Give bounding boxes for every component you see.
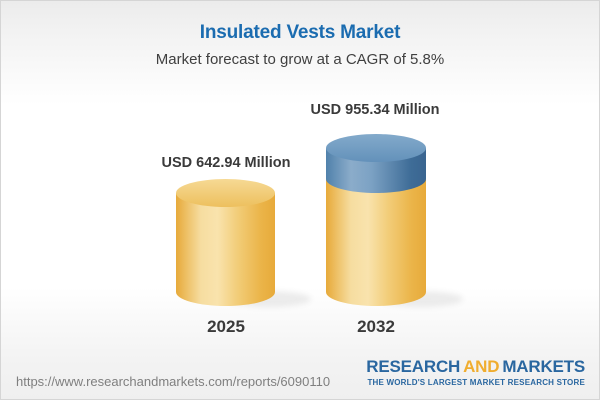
chart-subtitle: Market forecast to grow at a CAGR of 5.8…	[155, 51, 445, 68]
research-and-markets-logo: RESEARCH AND MARKETS THE WORLD'S LARGEST M…	[366, 358, 585, 387]
logo-word-research: RESEARCH	[366, 357, 461, 376]
bar-2032-base-segment	[326, 179, 426, 306]
category-label-2032: 2032	[357, 317, 395, 336]
logo-wordmark: RESEARCH AND MARKETS	[366, 358, 585, 375]
logo-word-and: AND	[463, 357, 500, 376]
bar-2025-top	[176, 179, 275, 207]
logo-word-markets: MARKETS	[502, 357, 585, 376]
bar-2025-body	[176, 193, 275, 306]
chart-title: Insulated Vests Market	[199, 22, 401, 43]
bar-2032-top	[326, 134, 426, 162]
bar-2032	[326, 134, 426, 306]
report-url: https://www.researchandmarkets.com/repor…	[16, 374, 331, 389]
bar-2025	[176, 179, 275, 306]
value-label-2032: USD 955.34 Million	[310, 102, 440, 118]
category-label-2025: 2025	[207, 317, 245, 336]
value-label-2025: USD 642.94 Million	[161, 155, 291, 171]
logo-tagline: THE WORLD'S LARGEST MARKET RESEARCH STOR…	[367, 378, 585, 387]
